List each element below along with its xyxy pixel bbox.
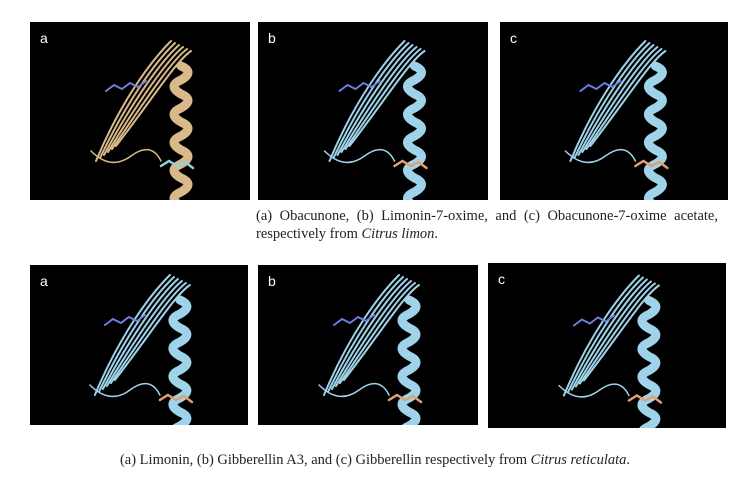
ribbon-strand	[397, 295, 421, 425]
species-name: Citrus reticulata	[530, 452, 627, 468]
ribbon-strand	[393, 159, 428, 170]
structure-image: a	[30, 22, 250, 200]
panel-label: a	[40, 273, 48, 289]
structure-image: a	[30, 265, 248, 425]
ribbon-strand	[159, 159, 195, 170]
ribbon-strand	[403, 61, 426, 200]
ribbon-strand	[335, 280, 412, 387]
ribbon-strand	[582, 284, 660, 382]
ribbon-strand	[578, 282, 656, 385]
protein-ribbon	[323, 40, 428, 200]
ribbon-strand	[572, 314, 615, 327]
ribbon-strand	[169, 61, 193, 200]
ribbon-strand	[574, 280, 652, 388]
structure-image: c	[500, 22, 728, 200]
panel-label: a	[40, 30, 48, 46]
ribbon-strand	[348, 50, 426, 147]
caption-end: .	[434, 226, 439, 242]
panel-label: b	[268, 273, 276, 289]
ribbon-strand	[577, 44, 655, 156]
panel-label: c	[510, 30, 517, 46]
ribbon-strand	[585, 48, 663, 150]
ribbon-strand	[581, 46, 659, 153]
ribbon-strand	[168, 295, 192, 425]
ribbon-strand	[338, 80, 381, 92]
ribbon-strand	[339, 282, 416, 384]
ribbon-strand	[333, 314, 375, 326]
protein-ribbon	[90, 40, 195, 200]
species-name: Citrus limon	[361, 226, 435, 242]
caption-end: .	[626, 452, 631, 468]
ribbon-strand	[101, 278, 179, 390]
ribbon-strand	[318, 382, 390, 398]
ribbon-strand	[113, 284, 191, 381]
ribbon-strand	[558, 383, 630, 398]
structure-image: b	[258, 265, 478, 425]
structure-image: c	[488, 263, 726, 428]
ribbon-strand	[627, 394, 663, 404]
protein-ribbon	[558, 274, 663, 428]
caption-text: (a) Limonin, (b) Gibberellin A3, and (c)…	[119, 452, 531, 468]
protein-ribbon	[318, 274, 423, 425]
panel-label: c	[498, 271, 505, 287]
ribbon-strand	[90, 148, 162, 164]
protein-ribbon	[89, 274, 194, 425]
ribbon-strand	[387, 393, 423, 404]
ribbon-strand	[158, 393, 194, 404]
protein-ribbon	[564, 40, 669, 200]
caption: (a) Limonin, (b) Gibberellin A3, and (c)…	[30, 451, 720, 469]
ribbon-strand	[89, 382, 161, 398]
caption-text: (a) Obacunone, (b) Limonin-7-oxime, and …	[256, 208, 718, 242]
ribbon-strand	[336, 44, 414, 156]
ribbon-strand	[589, 50, 667, 147]
ribbon-strand	[111, 48, 188, 150]
ribbon-strand	[343, 284, 420, 381]
ribbon-strand	[109, 282, 187, 384]
ribbon-strand	[103, 314, 146, 326]
ribbon-strand	[103, 44, 180, 156]
ribbon-strand	[344, 48, 422, 150]
ribbon-strand	[634, 159, 669, 170]
ribbon-strand	[579, 80, 622, 92]
ribbon-strand	[115, 50, 192, 147]
ribbon-strand	[644, 61, 667, 200]
ribbon-strand	[340, 46, 418, 153]
caption: (a) Obacunone, (b) Limonin-7-oxime, and …	[256, 207, 718, 243]
ribbon-strand	[323, 148, 396, 164]
ribbon-strand	[564, 148, 637, 164]
ribbon-strand	[637, 296, 661, 428]
ribbon-strand	[107, 46, 184, 153]
structure-image: b	[258, 22, 488, 200]
ribbon-strand	[105, 280, 183, 387]
ribbon-strand	[570, 278, 648, 391]
ribbon-strand	[105, 80, 147, 92]
ribbon-strand	[331, 278, 408, 390]
panel-label: b	[268, 30, 276, 46]
